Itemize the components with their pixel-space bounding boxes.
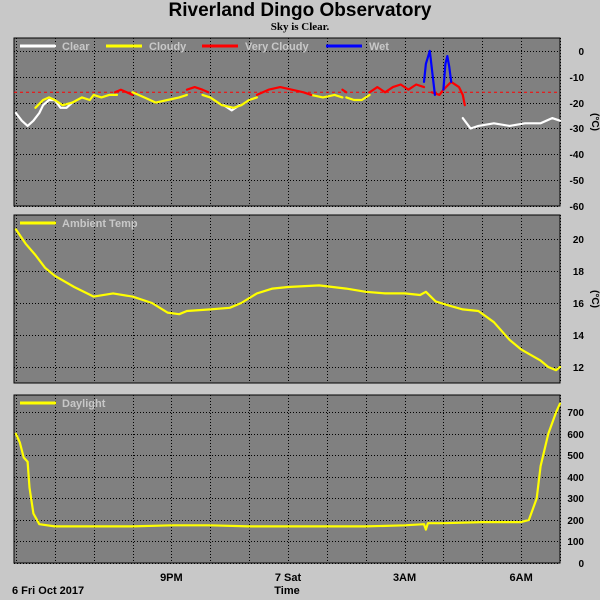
series-line-cloudy — [345, 93, 371, 102]
x-axis-label: Time — [274, 585, 299, 597]
legend-label: Clear — [62, 41, 90, 53]
daylight-plot-area — [13, 394, 561, 564]
x-tick-label: 6AM — [510, 572, 533, 584]
date-label: 6 Fri Oct 2017 — [12, 585, 84, 597]
y-tick-label: 600 — [567, 430, 584, 441]
ambient-chart: 12 14 16 18 20 (°C) Ambient Temp — [13, 214, 600, 384]
series-line-very-cloudy — [368, 83, 426, 94]
y-tick-label: 0 — [578, 559, 584, 570]
series-line-very-cloudy — [255, 86, 313, 96]
legend-label: Daylight — [62, 398, 106, 410]
y-axis-label: (°C) — [589, 290, 600, 308]
y-tick-label: 12 — [573, 363, 585, 374]
series-line-wet — [442, 55, 453, 91]
y-tick-label: 16 — [573, 299, 585, 310]
chart-title: Riverland Dingo Observatory — [168, 0, 432, 21]
series-line-daylight — [14, 402, 562, 531]
y-tick-label: -50 — [570, 176, 585, 187]
y-tick-label: -60 — [570, 202, 585, 213]
series-line-clear — [461, 117, 562, 130]
x-tick-label: 3AM — [393, 572, 416, 584]
series-line-very-cloudy — [113, 88, 134, 96]
y-tick-label: -40 — [570, 150, 585, 161]
legend-label: Ambient Temp — [62, 218, 138, 230]
y-tick-label: -10 — [570, 73, 585, 84]
legend-label: Very Cloudy — [245, 41, 309, 53]
y-tick-label: 0 — [578, 47, 584, 58]
sky-chart: 0 -10 -20 -30 -40 -50 -60 (°C) Clear Cloudy Very C… — [13, 37, 600, 213]
series-line-ambient-temp — [14, 228, 562, 372]
series-line-cloudy — [131, 91, 188, 104]
ambient-plot-area — [13, 214, 561, 384]
y-tick-label: -20 — [570, 99, 585, 110]
series-line-cloudy — [201, 93, 258, 109]
series-line-cloudy — [34, 93, 119, 109]
y-tick-label: 100 — [567, 537, 584, 548]
y-tick-label: 400 — [567, 473, 584, 484]
series-line-very-cloudy — [185, 86, 210, 94]
y-tick-label: 200 — [567, 516, 584, 527]
y-tick-label: 18 — [573, 267, 585, 278]
y-tick-label: -30 — [570, 124, 585, 135]
y-tick-label: 700 — [567, 408, 584, 419]
sky-plot-area — [13, 37, 561, 207]
series-line-wet — [422, 49, 436, 96]
y-tick-label: 300 — [567, 494, 584, 505]
y-tick-label: 20 — [573, 235, 585, 246]
y-axis-label: (°C) — [589, 113, 600, 131]
y-tick-label: 500 — [567, 451, 584, 462]
series-line-cloudy — [310, 93, 344, 99]
sky-status: Sky is Clear. — [270, 21, 330, 33]
x-tick-label: 7 Sat — [275, 572, 302, 584]
series-line-clear — [14, 98, 74, 127]
series-line-very-cloudy — [341, 88, 348, 94]
legend-label: Cloudy — [149, 41, 187, 53]
x-tick-label: 9PM — [160, 572, 183, 584]
y-tick-label: 14 — [573, 331, 585, 342]
daylight-chart: 0 100 200 300 400 500 600 700 Daylight 9PM 7 Sat 3A… — [13, 394, 584, 584]
legend-label: Wet — [369, 41, 389, 53]
